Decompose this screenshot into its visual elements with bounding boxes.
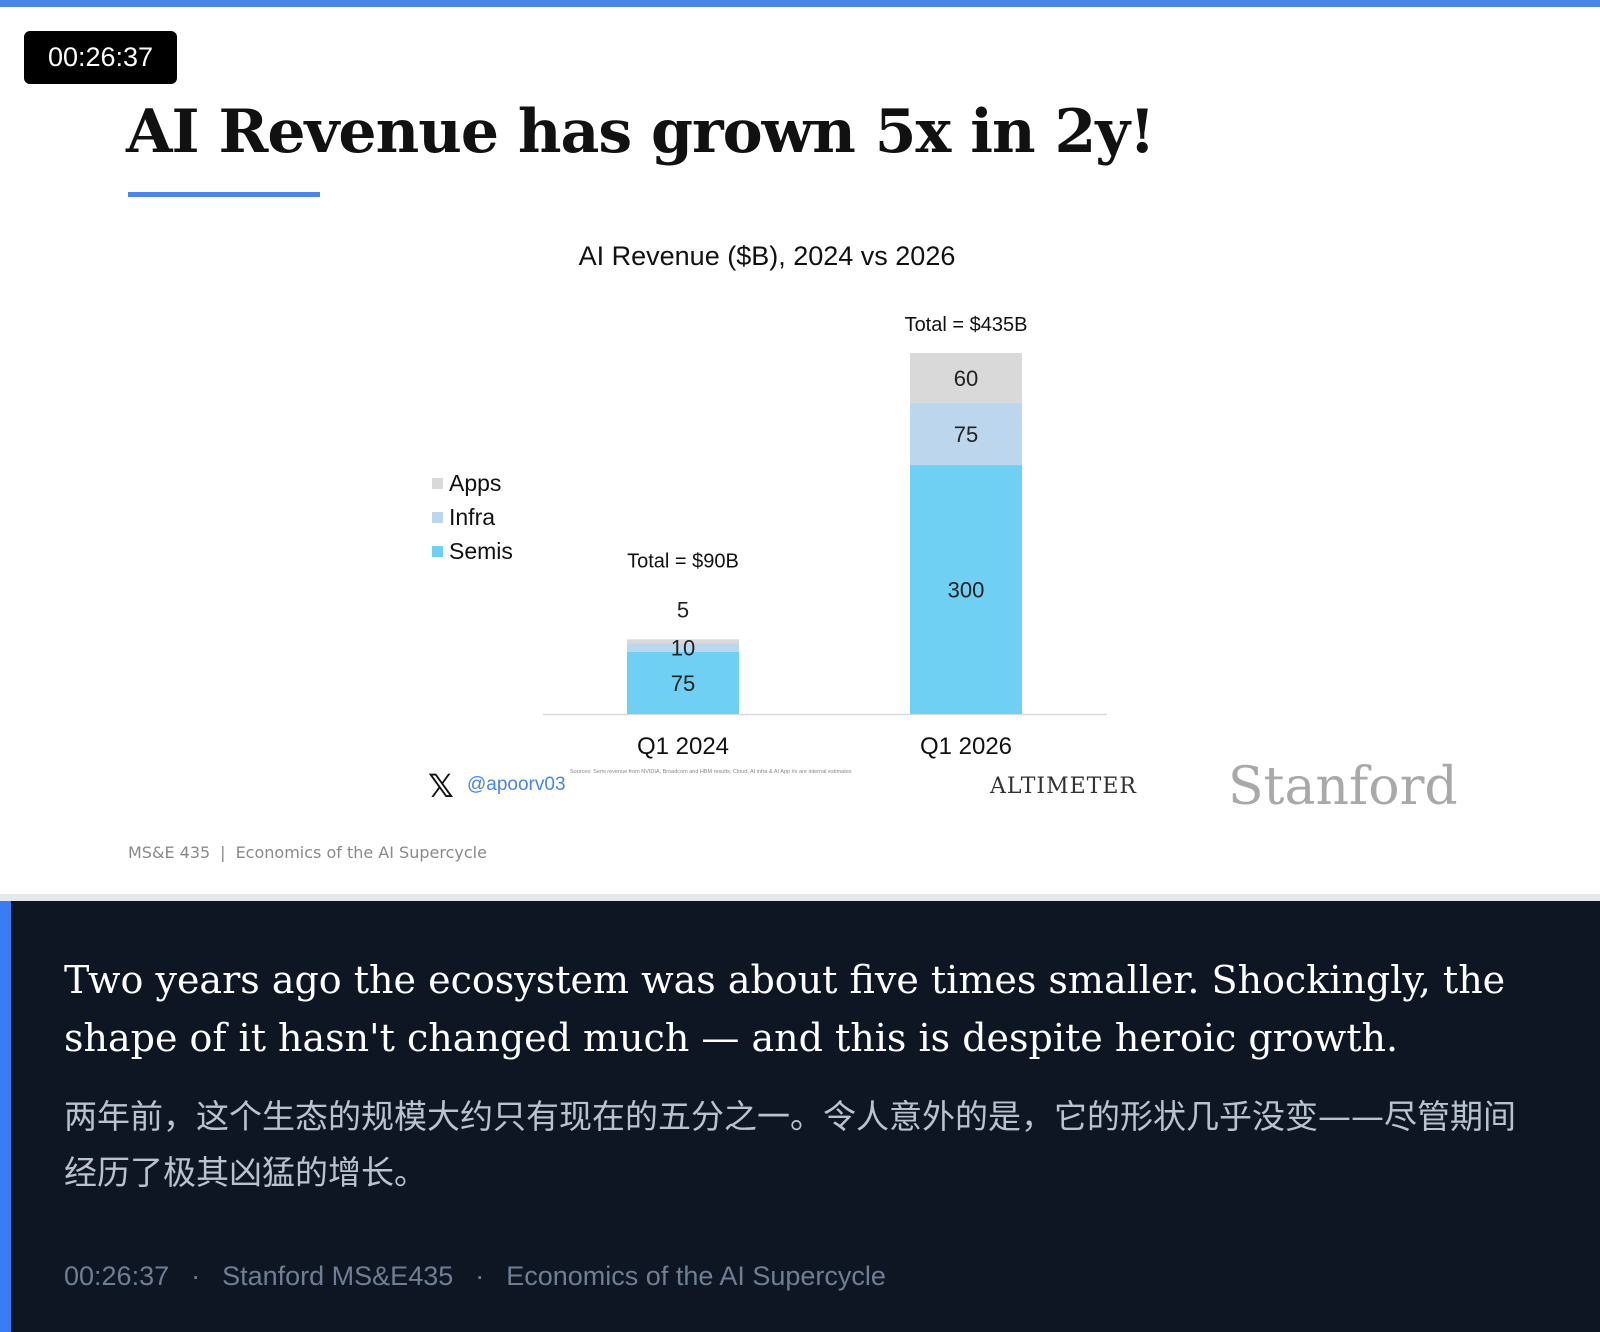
footer-course-code: MS&E 435 — [128, 843, 211, 862]
caption-accent-bar — [0, 901, 11, 1332]
data-label-infra: 75 — [954, 422, 978, 447]
bar-segment-infra — [627, 643, 739, 652]
bar-segment-apps — [627, 639, 739, 644]
data-label-apps: 60 — [954, 366, 978, 391]
caption-english: Two years ago the ecosystem was about fi… — [64, 958, 1506, 1060]
x-tick-label: Q1 2026 — [920, 733, 1012, 760]
caption-meta: 00:26:37 · Stanford MS&E435 · Economics … — [64, 1261, 886, 1292]
altimeter-logo: ALTIMETER — [989, 774, 1137, 799]
legend-swatch-infra — [432, 512, 443, 523]
x-tick-label: Q1 2024 — [637, 733, 729, 760]
bar-segment-semis — [910, 465, 1022, 714]
legend-label-infra: Infra — [449, 504, 495, 530]
sources-note: Sources: Semi revenue from NVIDIA, Broad… — [570, 769, 852, 775]
caption-panel: Two years ago the ecosystem was about fi… — [0, 901, 1600, 1332]
data-label-infra: 10 — [671, 636, 695, 661]
caption-chinese: 两年前，这个生态的规模大约只有现在的五分之一。令人意外的是，它的形状几乎没变——… — [64, 1097, 1516, 1192]
legend-label-apps: Apps — [449, 470, 501, 496]
caption-lecture-title: Economics of the AI Supercycle — [506, 1261, 886, 1291]
revenue-chart: AI Revenue ($B), 2024 vs 2026 75 10 5 Total… — [428, 241, 1137, 805]
course-footer: MS&E 435 | Economics of the AI Supercycle — [128, 843, 487, 862]
slide: 00:26:37 AI Revenue has grown 5x in 2y! … — [0, 7, 1600, 897]
footer-separator: | — [220, 843, 226, 862]
meta-separator: · — [191, 1261, 201, 1291]
x-logo-icon: 𝕏 — [428, 767, 454, 805]
bar-segment-semis — [627, 651, 739, 714]
legend-swatch-apps — [432, 478, 443, 489]
footer-course-title: Economics of the AI Supercycle — [235, 843, 487, 862]
total-label: Total = $435B — [905, 314, 1028, 336]
bar-segment-infra — [910, 402, 1022, 466]
timestamp-badge: 00:26:37 — [24, 31, 177, 84]
caption-course: Stanford MS&E435 — [222, 1261, 454, 1291]
caption-timestamp: 00:26:37 — [64, 1261, 170, 1291]
meta-separator: · — [475, 1261, 485, 1291]
data-label-semis: 300 — [948, 578, 985, 603]
legend-label-semis: Semis — [449, 538, 513, 564]
social-handle: @apoorv03 — [467, 774, 566, 795]
slide-title: AI Revenue has grown 5x in 2y! — [126, 97, 1155, 167]
bar-segment-apps — [910, 353, 1022, 403]
legend-swatch-semis — [432, 546, 443, 557]
data-label-apps: 5 — [677, 597, 689, 622]
total-label: Total = $90B — [627, 550, 739, 572]
data-label-semis: 75 — [671, 671, 695, 696]
stanford-logo: Stanford — [1228, 757, 1458, 817]
chart-title: AI Revenue ($B), 2024 vs 2026 — [579, 241, 956, 271]
top-accent-bar — [0, 0, 1600, 7]
title-underline — [128, 192, 320, 197]
divider — [0, 894, 1600, 901]
